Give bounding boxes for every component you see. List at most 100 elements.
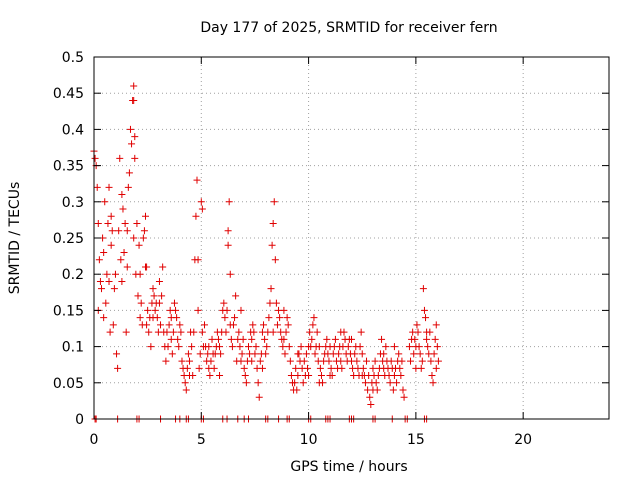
- data-point: [98, 285, 106, 293]
- y-tick-label: 0.25: [53, 231, 84, 247]
- data-point: [276, 314, 284, 322]
- data-point: [359, 364, 367, 372]
- data-point: [232, 292, 240, 300]
- data-point: [174, 335, 182, 343]
- data-point: [358, 350, 366, 358]
- x-axis-title: GPS time / hours: [290, 459, 407, 475]
- data-point: [382, 343, 390, 351]
- data-point: [283, 314, 291, 322]
- data-point: [267, 285, 275, 293]
- data-point: [351, 350, 359, 358]
- data-point: [390, 372, 398, 380]
- data-point: [130, 96, 138, 104]
- data-point: [139, 234, 147, 242]
- data-point: [337, 357, 345, 365]
- data-point: [242, 379, 250, 387]
- data-point: [226, 321, 234, 329]
- y-tick-label: 0: [75, 412, 84, 428]
- data-point: [419, 285, 427, 293]
- y-tick-label: 0.05: [53, 376, 84, 392]
- y-tick-label: 0.15: [53, 303, 84, 319]
- data-point: [338, 364, 346, 372]
- data-point: [149, 314, 157, 322]
- data-point: [374, 372, 382, 380]
- data-point: [183, 364, 191, 372]
- data-point: [227, 335, 235, 343]
- data-point: [142, 212, 149, 220]
- data-point: [281, 350, 289, 358]
- data-point: [194, 256, 202, 264]
- data-point: [119, 205, 127, 213]
- data-point: [151, 306, 159, 314]
- data-point: [91, 154, 99, 162]
- y-tick-label: 0.45: [53, 86, 84, 102]
- data-point: [107, 241, 115, 249]
- data-point: [123, 227, 131, 235]
- data-point: [207, 357, 215, 365]
- y-tick-label: 0.35: [53, 159, 84, 175]
- data-point: [344, 343, 352, 351]
- data-point: [262, 350, 270, 358]
- data-point: [184, 350, 192, 358]
- data-point: [236, 343, 244, 351]
- data-point: [325, 357, 333, 365]
- data-point: [169, 328, 177, 336]
- data-point: [117, 256, 125, 264]
- data-point: [228, 343, 236, 351]
- data-point: [100, 248, 108, 256]
- data-point: [109, 321, 117, 329]
- data-point: [428, 372, 436, 380]
- data-point: [136, 314, 144, 322]
- data-point: [198, 328, 206, 336]
- data-point: [222, 328, 230, 336]
- data-point: [282, 328, 290, 336]
- data-point: [369, 386, 377, 394]
- data-point: [337, 328, 345, 336]
- data-point: [163, 328, 171, 336]
- data-point: [168, 350, 176, 358]
- data-point: [271, 256, 279, 264]
- data-point: [294, 350, 302, 358]
- data-point: [121, 220, 129, 228]
- data-point: [201, 321, 209, 329]
- data-point: [432, 321, 440, 329]
- data-point: [185, 357, 193, 365]
- data-point: [194, 306, 202, 314]
- data-point: [105, 183, 113, 191]
- data-point: [434, 357, 442, 365]
- data-point: [311, 350, 319, 358]
- data-point: [429, 379, 437, 387]
- data-point: [149, 285, 157, 293]
- data-point: [167, 335, 175, 343]
- data-point: [237, 306, 245, 314]
- data-point: [300, 357, 308, 365]
- data-point: [398, 357, 406, 365]
- data-point: [319, 379, 327, 387]
- data-point: [284, 321, 292, 329]
- data-point: [358, 372, 366, 380]
- data-point: [118, 277, 126, 285]
- data-point: [411, 335, 419, 343]
- data-point: [294, 372, 302, 380]
- data-point: [256, 357, 264, 365]
- data-point: [427, 357, 435, 365]
- data-point: [114, 364, 122, 372]
- data-point: [143, 321, 151, 329]
- data-point: [254, 379, 262, 387]
- data-point: [418, 357, 426, 365]
- data-point: [413, 321, 421, 329]
- data-point: [399, 386, 407, 394]
- data-point: [182, 386, 190, 394]
- data-point: [363, 357, 371, 365]
- data-point: [226, 270, 234, 278]
- data-point: [164, 343, 172, 351]
- data-point: [145, 328, 153, 336]
- data-point: [424, 343, 432, 351]
- data-point: [224, 227, 232, 235]
- data-point: [297, 343, 305, 351]
- y-tick-label: 0.1: [62, 340, 84, 356]
- data-point: [269, 328, 277, 336]
- data-point: [136, 270, 144, 278]
- data-point: [326, 372, 334, 380]
